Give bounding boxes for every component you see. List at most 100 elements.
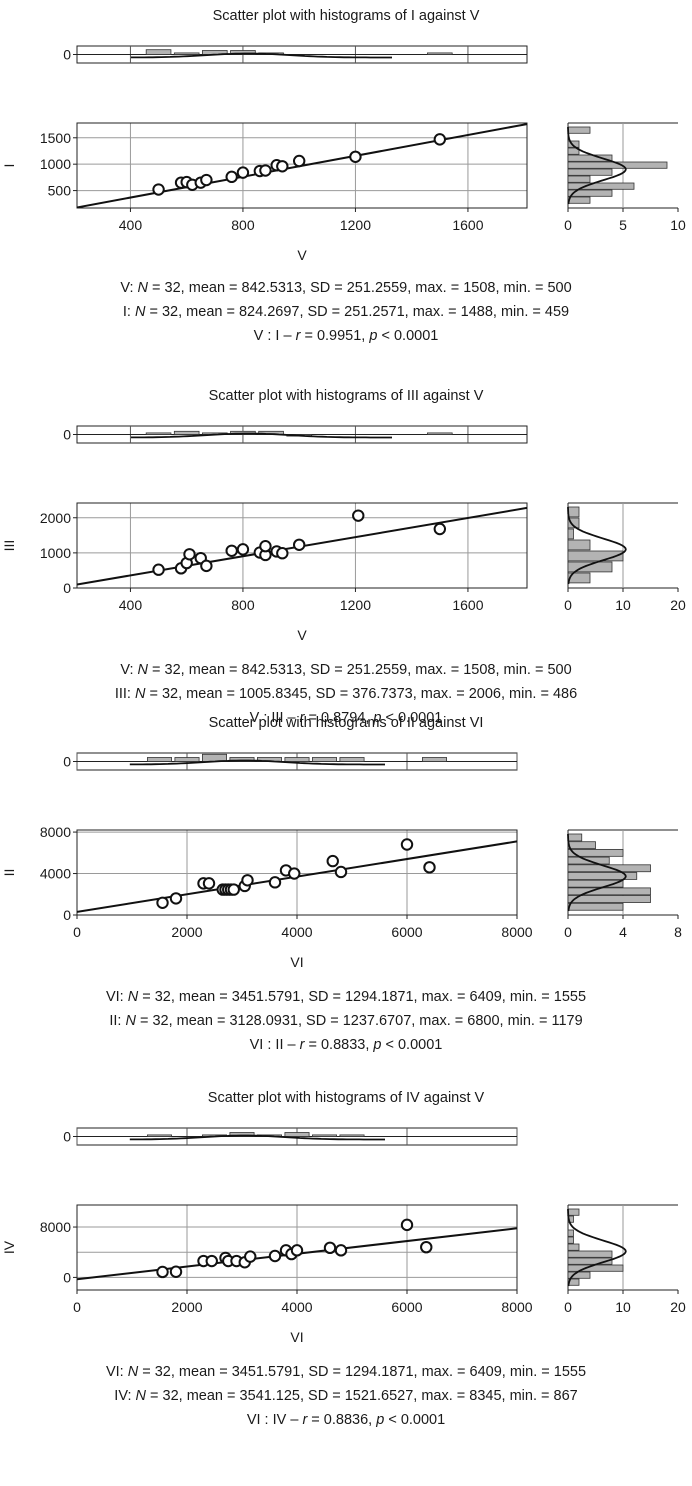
y-tick-label: 8000: [40, 824, 71, 840]
side-histogram-density-curve: [567, 127, 627, 205]
side-histogram-tick-label: 0: [564, 924, 572, 940]
scatter-point: [200, 559, 213, 573]
top-histogram-bar: [229, 1132, 255, 1137]
scatter-point: [292, 538, 306, 551]
side-histogram-tick-label: 5: [619, 217, 627, 233]
side-histogram-tick-label: 4: [619, 924, 627, 940]
x-tick-label: 6000: [391, 924, 422, 940]
side-histogram-bar: [567, 189, 613, 197]
side-histogram-bar: [567, 126, 591, 134]
side-histogram-tick-label: 20: [670, 1299, 686, 1315]
scatter-point: [200, 173, 213, 187]
stats-caption: VI: N = 32, mean = 3451.5791, SD = 1294.…: [0, 985, 692, 1057]
x-tick-label: 2000: [171, 924, 202, 940]
top-histogram-bar: [311, 1134, 337, 1137]
side-histogram-bar: [567, 147, 580, 155]
side-histogram-tick-label: 0: [564, 217, 572, 233]
stats-symbol: r: [302, 1412, 308, 1428]
x-axis-label: V: [297, 247, 307, 263]
side-histogram-bar: [567, 1208, 580, 1216]
chart-panel: Scatter plot with histograms of I agains…: [0, 8, 692, 368]
scatter-point: [205, 1254, 218, 1268]
x-tick-label: 4000: [281, 924, 312, 940]
scatter-point: [433, 522, 447, 536]
scatter-point: [433, 133, 447, 146]
scatter-point: [202, 877, 216, 890]
x-tick-label: 800: [231, 597, 255, 613]
scatter-point: [400, 838, 414, 851]
x-tick-label: 6000: [391, 1299, 422, 1315]
top-histogram-bar: [145, 432, 172, 435]
chart-panel: Scatter plot with histograms of II again…: [0, 715, 692, 1085]
stats-prefix: V : I –: [253, 328, 296, 344]
side-histogram-bar: [567, 154, 613, 162]
chart-svg: 0 400 800 1200 1600 500 1000 1500 I V 0 5 10: [1, 45, 686, 263]
stats-symbol: N: [134, 686, 146, 702]
side-histogram-bar: [567, 506, 580, 518]
stats-values: = 0.8833,: [304, 1037, 374, 1053]
stats-symbol: r: [295, 328, 301, 344]
x-tick-label: 4000: [281, 1299, 312, 1315]
x-axis-label: VI: [290, 954, 303, 970]
stats-line: V : III – r = 0.8794, p < 0.0001: [0, 706, 692, 730]
stats-symbol: N: [127, 989, 139, 1005]
stats-values: = 32, mean = 3451.5791, SD = 1294.1871, …: [138, 989, 587, 1005]
top-histogram-bar: [173, 430, 200, 435]
top-histogram-bar: [229, 757, 255, 762]
chart-svg: 0 400 800 1200 1600 0 1000 2000 III V 0 10 20: [1, 425, 686, 643]
side-histogram-bar: [567, 1236, 574, 1244]
stats-values: = 32, mean = 842.5313, SD = 251.2559, ma…: [148, 662, 572, 678]
top-histogram-bar: [230, 50, 256, 55]
side-histogram-bar: [567, 879, 624, 888]
stats-caption: VI: N = 32, mean = 3451.5791, SD = 1294.…: [0, 1360, 692, 1432]
side-histogram-bar: [567, 161, 668, 169]
top-histogram-tick-label: 0: [63, 1129, 71, 1145]
x-tick-label: 2000: [171, 1299, 202, 1315]
stats-line: VI: N = 32, mean = 3451.5791, SD = 1294.…: [0, 1360, 692, 1384]
stats-line: I: N = 32, mean = 824.2697, SD = 251.257…: [0, 300, 692, 324]
top-histogram-density-curve: [129, 759, 385, 766]
y-tick-label: 0: [63, 907, 71, 923]
top-histogram-density-curve: [131, 52, 392, 59]
top-histogram-bar: [427, 432, 453, 435]
scatter-point: [241, 874, 254, 887]
stats-prefix: IV:: [114, 1388, 136, 1404]
top-histogram-density-curve: [129, 1134, 385, 1141]
stats-values: = 0.9951,: [300, 328, 370, 344]
x-tick-label: 8000: [501, 924, 532, 940]
stats-prefix: II:: [109, 1013, 126, 1029]
scatter-point: [276, 547, 289, 560]
stats-caption: V: N = 32, mean = 842.5313, SD = 251.255…: [0, 658, 692, 730]
top-histogram-bar: [339, 757, 365, 762]
side-histogram-bar: [567, 902, 624, 911]
stats-symbol: p: [373, 1037, 382, 1053]
stats-values: = 0.8794,: [304, 710, 374, 726]
top-histogram-bar: [146, 757, 172, 762]
side-histogram-tick-label: 0: [564, 1299, 572, 1315]
stats-prefix: V : III –: [249, 710, 300, 726]
side-histogram-bar: [567, 182, 635, 190]
stats-line: VI : IV – r = 0.8836, p < 0.0001: [0, 1408, 692, 1432]
side-histogram-tick-label: 20: [670, 597, 686, 613]
side-histogram-bar: [567, 1229, 574, 1237]
side-histogram-bar: [567, 572, 591, 584]
scatter-point: [334, 865, 348, 879]
scatter-point: [169, 1265, 183, 1278]
stats-values: < 0.0001: [384, 1412, 446, 1428]
side-histogram-bar: [567, 1278, 580, 1286]
stats-line: V : I – r = 0.9951, p < 0.0001: [0, 324, 692, 348]
side-histogram-tick-label: 8: [674, 924, 682, 940]
side-histogram-bar: [567, 561, 613, 573]
side-histogram-tick-label: 10: [615, 1299, 631, 1315]
x-tick-label: 0: [73, 1299, 81, 1315]
stats-symbol: p: [373, 710, 382, 726]
stats-values: = 0.8836,: [307, 1412, 377, 1428]
stats-symbol: N: [134, 304, 146, 320]
stats-line: II: N = 32, mean = 3128.0931, SD = 1237.…: [0, 1009, 692, 1033]
top-histogram-bar: [339, 1134, 365, 1137]
top-histogram-bar: [174, 757, 200, 762]
side-histogram-bar: [567, 175, 591, 183]
stats-symbol: N: [135, 1388, 147, 1404]
top-histogram-bar: [284, 1132, 310, 1137]
y-tick-label: 1500: [40, 130, 71, 146]
